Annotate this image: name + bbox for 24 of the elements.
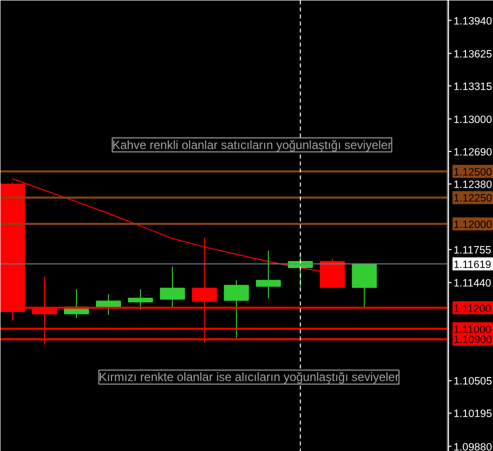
ref-line-label: 1.11000: [454, 324, 492, 336]
ref-line-label: 1.10900: [454, 334, 492, 346]
y-tick-label: 1.13940: [454, 15, 492, 28]
y-tick-label: 1.13315: [454, 80, 492, 93]
y-tick-label: 1.12690: [454, 146, 492, 158]
ref-line-label: 1.12250: [454, 192, 492, 205]
candlestick: [256, 250, 281, 299]
candlestick: [160, 266, 185, 309]
y-tick-label: 1.09880: [454, 441, 492, 451]
y-tick-label: 1.10195: [454, 408, 492, 420]
candlestick: [128, 288, 153, 310]
y-tick-label: 1.12380: [454, 178, 492, 191]
ref-line-label: 1.11619: [454, 258, 492, 271]
ref-line-label: 1.11200: [454, 302, 492, 315]
ref-line-label: 1.12000: [454, 218, 492, 231]
annotation: Kırmızı renkte olanlar ise alıcıların yoğunlaştığı seviyeler: [98, 370, 399, 384]
y-tick-label: 1.13000: [454, 114, 492, 126]
y-tick-label: 1.13625: [454, 48, 492, 60]
candlestick: [352, 262, 377, 310]
y-tick-label: 1.10505: [454, 376, 492, 388]
ref-line-label: 1.12500: [454, 166, 492, 178]
y-tick-label: 1.11755: [454, 244, 492, 257]
y-tick-label: 1.11440: [454, 278, 492, 290]
candlestick: [224, 280, 249, 338]
